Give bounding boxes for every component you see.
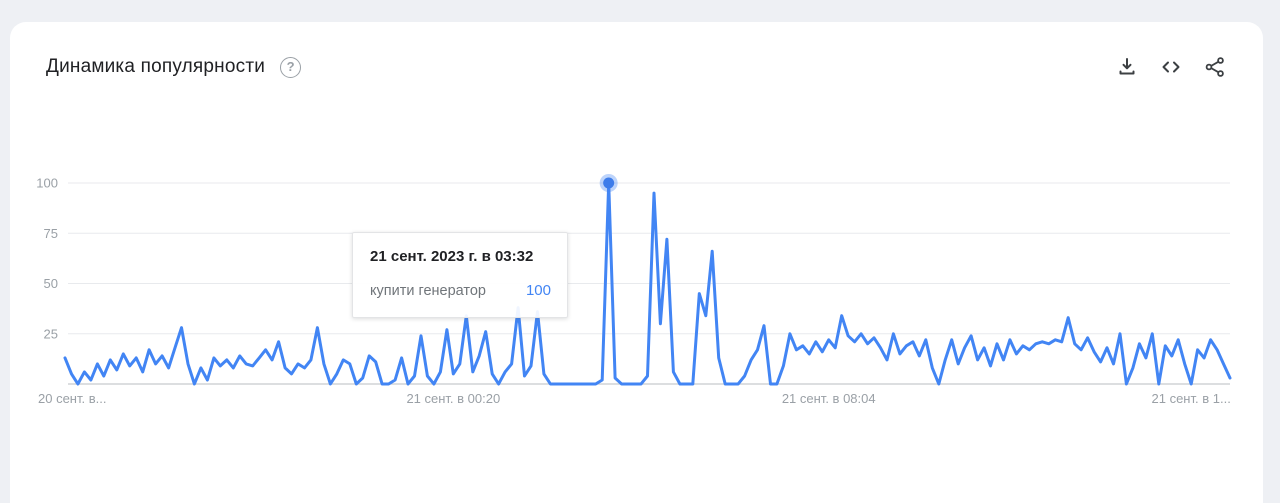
- card-header: Динамика популярности ?: [46, 55, 1227, 79]
- svg-text:50: 50: [44, 276, 58, 291]
- header-actions: [1115, 55, 1227, 79]
- page-title: Динамика популярности: [46, 56, 266, 77]
- tooltip-date: 21 сент. 2023 г. в 03:32: [370, 248, 534, 265]
- svg-text:21 сент. в 08:04: 21 сент. в 08:04: [782, 391, 876, 406]
- download-icon[interactable]: [1115, 55, 1139, 79]
- chart-tooltip: 21 сент. 2023 г. в 03:32 купити генерато…: [352, 232, 568, 318]
- trends-card: Динамика популярности ? 25 50 75 100 20: [10, 22, 1263, 503]
- tooltip-search-term: купити генератор: [370, 283, 486, 299]
- svg-text:25: 25: [44, 326, 58, 341]
- svg-text:100: 100: [36, 176, 58, 191]
- svg-text:75: 75: [44, 226, 58, 241]
- svg-text:21 сент. в 00:20: 21 сент. в 00:20: [406, 391, 500, 406]
- embed-code-icon[interactable]: [1159, 55, 1183, 79]
- share-icon[interactable]: [1203, 55, 1227, 79]
- svg-text:20 сент. в...: 20 сент. в...: [38, 391, 106, 406]
- trend-chart[interactable]: 25 50 75 100 20 сент. в... 21 сент. в 00:20 21…: [10, 22, 1263, 502]
- tooltip-value: 100: [525, 282, 551, 299]
- help-icon[interactable]: ?: [280, 56, 302, 78]
- svg-text:21 сент. в 1...: 21 сент. в 1...: [1152, 391, 1231, 406]
- trend-chart-svg[interactable]: 25 50 75 100 20 сент. в... 21 сент. в 00:20 21…: [10, 22, 1263, 442]
- tooltip-row: купити генератор 100: [370, 282, 551, 299]
